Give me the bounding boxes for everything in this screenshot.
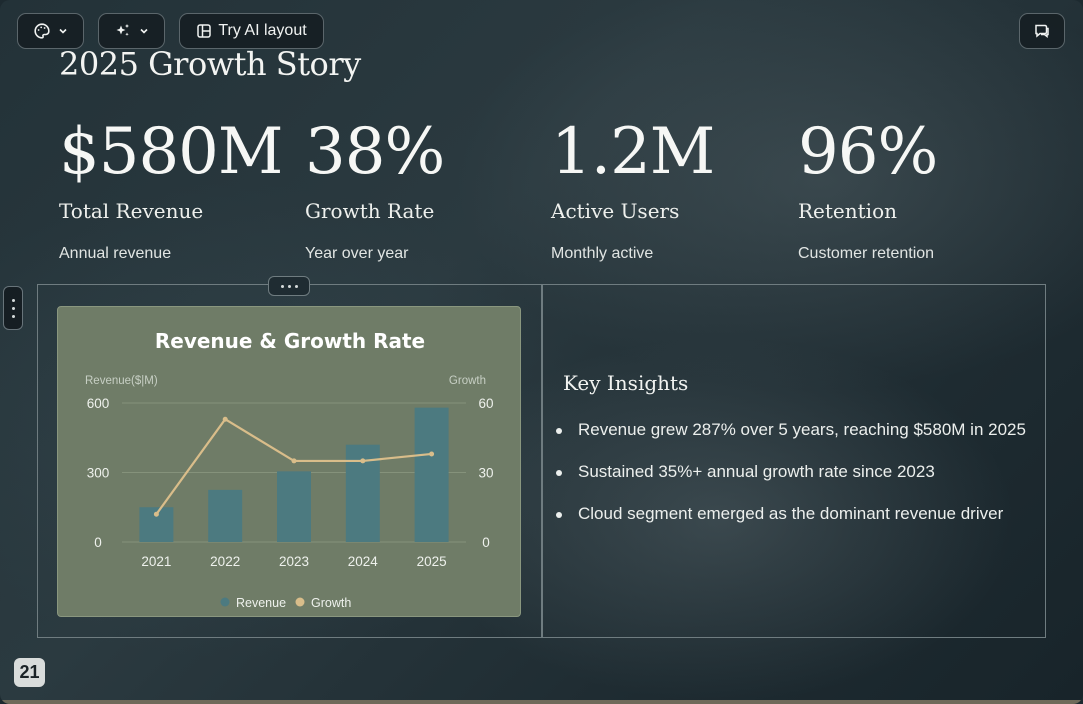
palette-icon bbox=[33, 22, 51, 40]
y2-tick-label: 30 bbox=[478, 466, 493, 481]
growth-point bbox=[291, 458, 297, 464]
revenue-bar bbox=[277, 471, 311, 542]
stat-label: Total Revenue bbox=[59, 199, 204, 223]
comments-button[interactable] bbox=[1019, 13, 1065, 49]
stat-label: Growth Rate bbox=[305, 199, 435, 223]
list-item: Sustained 35%+ annual growth rate since … bbox=[556, 460, 1026, 484]
x-tick-label: 2021 bbox=[141, 554, 171, 569]
y2-tick-label: 60 bbox=[478, 396, 493, 411]
column-divider[interactable] bbox=[541, 285, 543, 637]
block-drag-handle[interactable] bbox=[3, 286, 23, 330]
revenue-growth-chart: Revenue & Growth Rate Revenue($|M) Growth 6… bbox=[85, 329, 494, 610]
y-tick-label: 0 bbox=[94, 535, 102, 550]
chart-title: Revenue & Growth Rate bbox=[155, 329, 425, 353]
growth-point bbox=[153, 511, 159, 517]
insights-list: Revenue grew 287% over 5 years, reaching… bbox=[556, 418, 1026, 544]
y2-axis-label: Growth bbox=[449, 375, 486, 387]
slide-title: 2025 Growth Story bbox=[59, 45, 361, 83]
revenue-bar bbox=[414, 407, 449, 542]
y-axis-label: Revenue($|M) bbox=[85, 375, 158, 387]
list-item: Cloud segment emerged as the dominant re… bbox=[556, 502, 1026, 526]
stat-active-users: 1.2M Active Users Monthly active bbox=[551, 112, 791, 263]
try-ai-layout-button[interactable]: Try AI layout bbox=[179, 13, 324, 49]
stat-value: $580M bbox=[59, 115, 283, 189]
stat-label: Retention bbox=[798, 199, 898, 223]
chart-card[interactable]: Revenue & Growth Rate Revenue($|M) Growth 6… bbox=[57, 306, 521, 617]
content-block[interactable] bbox=[37, 284, 1046, 638]
stat-description: Monthly active bbox=[551, 245, 654, 262]
chat-icon bbox=[1033, 22, 1051, 40]
y2-tick-label: 0 bbox=[482, 535, 490, 550]
stat-total-revenue: $580M Total Revenue Annual revenue bbox=[59, 112, 299, 263]
x-tick-label: 2024 bbox=[348, 554, 379, 569]
revenue-bar bbox=[208, 489, 243, 542]
growth-point bbox=[222, 416, 228, 422]
layout-icon bbox=[196, 23, 212, 39]
chevron-down-icon bbox=[138, 25, 150, 37]
stat-value: 38% bbox=[305, 115, 445, 189]
page-number-badge: 21 bbox=[14, 658, 45, 687]
stat-growth-rate: 38% Growth Rate Year over year bbox=[305, 112, 545, 263]
x-tick-label: 2022 bbox=[210, 554, 240, 569]
stat-value: 1.2M bbox=[551, 115, 715, 189]
try-ai-layout-label: Try AI layout bbox=[218, 22, 307, 39]
y-tick-label: 600 bbox=[87, 396, 110, 411]
x-tick-label: 2025 bbox=[417, 554, 447, 569]
ai-menu-button[interactable] bbox=[98, 13, 165, 49]
x-tick-label: 2023 bbox=[279, 554, 309, 569]
stat-description: Customer retention bbox=[798, 245, 935, 262]
y-tick-label: 300 bbox=[87, 466, 110, 481]
legend-label-growth: Growth bbox=[311, 596, 351, 610]
growth-point bbox=[360, 458, 366, 464]
bottom-edge bbox=[0, 700, 1083, 704]
stat-description: Annual revenue bbox=[59, 245, 172, 262]
insights-title: Key Insights bbox=[563, 371, 689, 395]
stat-value: 96% bbox=[798, 115, 938, 189]
growth-point bbox=[429, 451, 435, 457]
column-resize-handle[interactable] bbox=[268, 276, 310, 296]
chevron-down-icon bbox=[57, 25, 69, 37]
stat-label: Active Users bbox=[551, 199, 680, 223]
legend-label-revenue: Revenue bbox=[236, 596, 286, 610]
legend-swatch-revenue bbox=[220, 597, 230, 607]
list-item: Revenue grew 287% over 5 years, reaching… bbox=[556, 418, 1026, 442]
stat-retention: 96% Retention Customer retention bbox=[798, 112, 1038, 263]
legend-swatch-growth bbox=[295, 597, 305, 607]
sparkles-icon bbox=[114, 22, 132, 40]
theme-button[interactable] bbox=[17, 13, 84, 49]
stat-description: Year over year bbox=[305, 245, 409, 262]
